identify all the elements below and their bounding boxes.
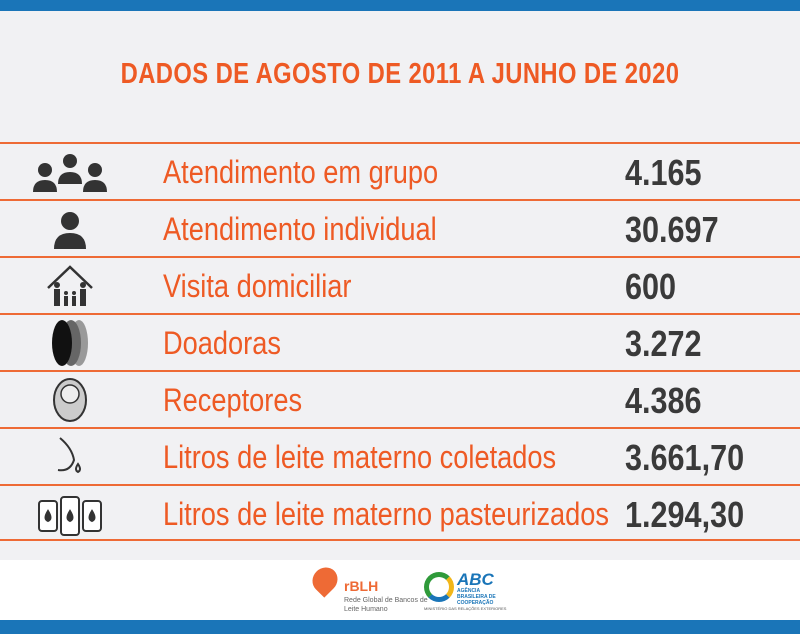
heart-icon: [307, 562, 343, 598]
row-label: Litros de leite materno coletados: [163, 439, 557, 475]
abc-logo: ABC AGÊNCIA BRASILEIRA DE COOPERAÇÃO MIN…: [424, 570, 507, 616]
row-label: Litros de leite materno pasteurizados: [163, 496, 610, 532]
bottom-bar: [0, 620, 800, 634]
abc-ministry: MINISTÉRIO DAS RELAÇÕES EXTERIORES: [424, 606, 507, 611]
page-title: DADOS DE AGOSTO DE 2011 A JUNHO DE 2020: [120, 58, 680, 90]
row-label: Doadoras: [163, 325, 281, 361]
row-label: Receptores: [163, 382, 303, 418]
stats-list: Atendimento em grupo 4.165 Atendimento i…: [0, 142, 800, 541]
person-icon: [20, 205, 120, 253]
breast-milk-drop-icon: [20, 433, 120, 481]
abc-subtitle: AGÊNCIA BRASILEIRA DE COOPERAÇÃO: [457, 588, 496, 606]
rblh-logo: rBLH Rede Global de Bancos de Leite Huma…: [307, 562, 428, 614]
ring-icon: [424, 572, 454, 602]
milk-bottles-icon: [20, 490, 120, 538]
rblh-name: rBLH: [344, 578, 379, 594]
list-item: Atendimento em grupo 4.165: [0, 142, 800, 199]
pregnant-women-icon: [20, 319, 120, 367]
list-item: Doadoras 3.272: [0, 313, 800, 370]
baby-icon: [20, 376, 120, 424]
group-icon: [20, 148, 120, 196]
footer: rBLH Rede Global de Bancos de Leite Huma…: [0, 560, 800, 620]
row-value: 30.697: [625, 209, 719, 250]
row-value: 4.165: [625, 152, 702, 193]
list-item: Receptores 4.386: [0, 370, 800, 427]
top-bar: [0, 0, 800, 11]
row-value: 600: [625, 266, 677, 307]
list-item: Visita domiciliar 600: [0, 256, 800, 313]
list-item: Litros de leite materno pasteurizados 1.…: [0, 484, 800, 541]
row-value: 3.272: [625, 323, 702, 364]
row-label: Visita domiciliar: [163, 268, 352, 304]
family-house-icon: [20, 262, 120, 310]
row-label: Atendimento individual: [163, 211, 437, 247]
abc-name: ABC: [457, 570, 494, 589]
rblh-subtitle: Rede Global de Bancos de Leite Humano: [344, 597, 428, 613]
row-label: Atendimento em grupo: [163, 154, 439, 190]
row-value: 1.294,30: [625, 494, 745, 535]
row-value: 3.661,70: [625, 437, 745, 478]
list-item: Atendimento individual 30.697: [0, 199, 800, 256]
row-value: 4.386: [625, 380, 702, 421]
list-item: Litros de leite materno coletados 3.661,…: [0, 427, 800, 484]
